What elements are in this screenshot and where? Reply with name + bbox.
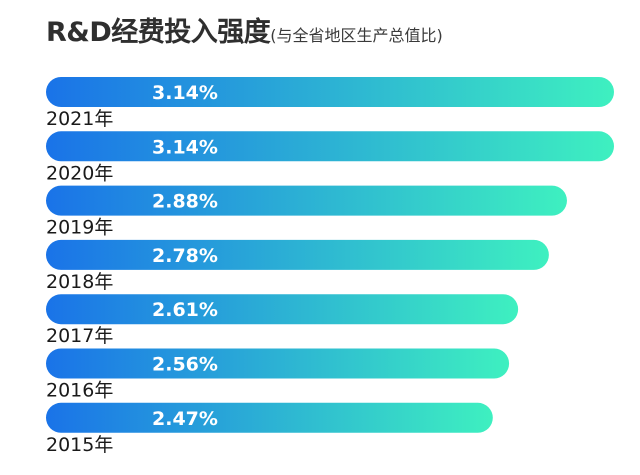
category-label: 2017年 bbox=[46, 325, 113, 347]
category-label: 2019年 bbox=[46, 217, 113, 239]
bar-2019年 bbox=[46, 185, 567, 216]
bar-2016年 bbox=[46, 348, 510, 379]
category-label: 2020年 bbox=[46, 162, 113, 184]
bar-2020年 bbox=[46, 131, 614, 162]
category-label: 2016年 bbox=[46, 380, 113, 402]
bar-2018年 bbox=[46, 239, 549, 270]
category-label: 2018年 bbox=[46, 271, 113, 293]
bar-2015年 bbox=[46, 402, 493, 433]
bar-value-label: 3.14% bbox=[152, 136, 218, 158]
chart-subtitle: (与全省地区生产总值比) bbox=[270, 26, 443, 45]
bar-value-label: 2.88% bbox=[152, 191, 218, 213]
chart-title-main: R&D经费投入强度 bbox=[46, 17, 271, 48]
bar-layer: 3.14% 2021年 3.14% 2020年 2.88% 2019年 2.78% 2018年… bbox=[46, 77, 614, 456]
bar-value-label: 2.56% bbox=[152, 354, 218, 376]
bar-value-label: 2.78% bbox=[152, 245, 218, 267]
chart-title: R&D经费投入强度(与全省地区生产总值比) bbox=[46, 10, 443, 49]
bar-2017年 bbox=[46, 294, 519, 325]
bar-value-label: 3.14% bbox=[152, 82, 218, 104]
bar-value-label: 2.47% bbox=[152, 408, 218, 430]
category-label: 2021年 bbox=[46, 108, 113, 130]
bar-value-label: 2.61% bbox=[152, 299, 218, 321]
bar-2021年 bbox=[46, 77, 614, 107]
category-label: 2015年 bbox=[46, 434, 113, 456]
